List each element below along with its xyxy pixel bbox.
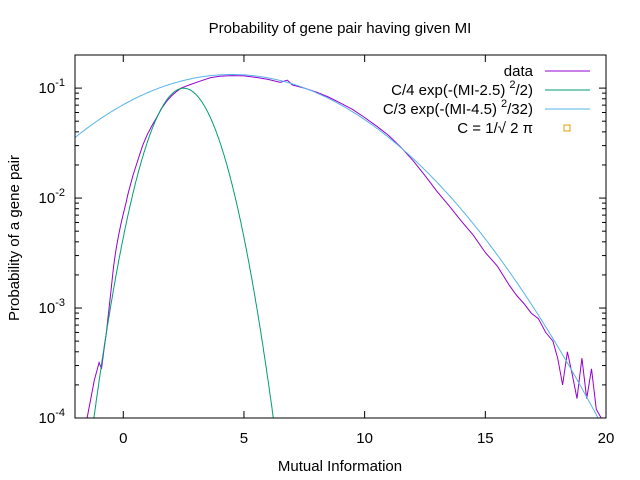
y-tick-label: 10-1 [39,77,65,97]
series-line-2 [75,74,599,418]
legend-marker-3 [563,124,571,132]
y-axis-label: Probability of a gene pair [6,155,23,321]
legend-label-1: C/4 exp(-(MI-2.5) 2/2) [391,79,533,99]
plot-area [75,74,602,418]
series-line-0 [86,75,602,418]
y-tick-label: 10-4 [39,407,65,427]
y-tick-label: 10-2 [39,187,65,207]
x-tick-label: 10 [356,430,373,447]
y-tick-label: 10-3 [39,297,65,317]
plot-border [74,54,607,419]
x-tick-label: 15 [477,430,494,447]
legend-label-2: C/3 exp(-(MI-4.5) 2/32) [383,98,533,118]
series-line-1 [93,87,274,418]
x-axis-label: Mutual Information [278,458,402,475]
legend-label-0: data [504,63,534,80]
legend-label-3: C = 1/√ 2 π [457,120,533,137]
x-tick-label: 20 [598,430,615,447]
chart-title: Probability of gene pair having given MI [209,20,472,37]
x-tick-label: 5 [240,430,248,447]
x-tick-label: 0 [119,430,127,447]
